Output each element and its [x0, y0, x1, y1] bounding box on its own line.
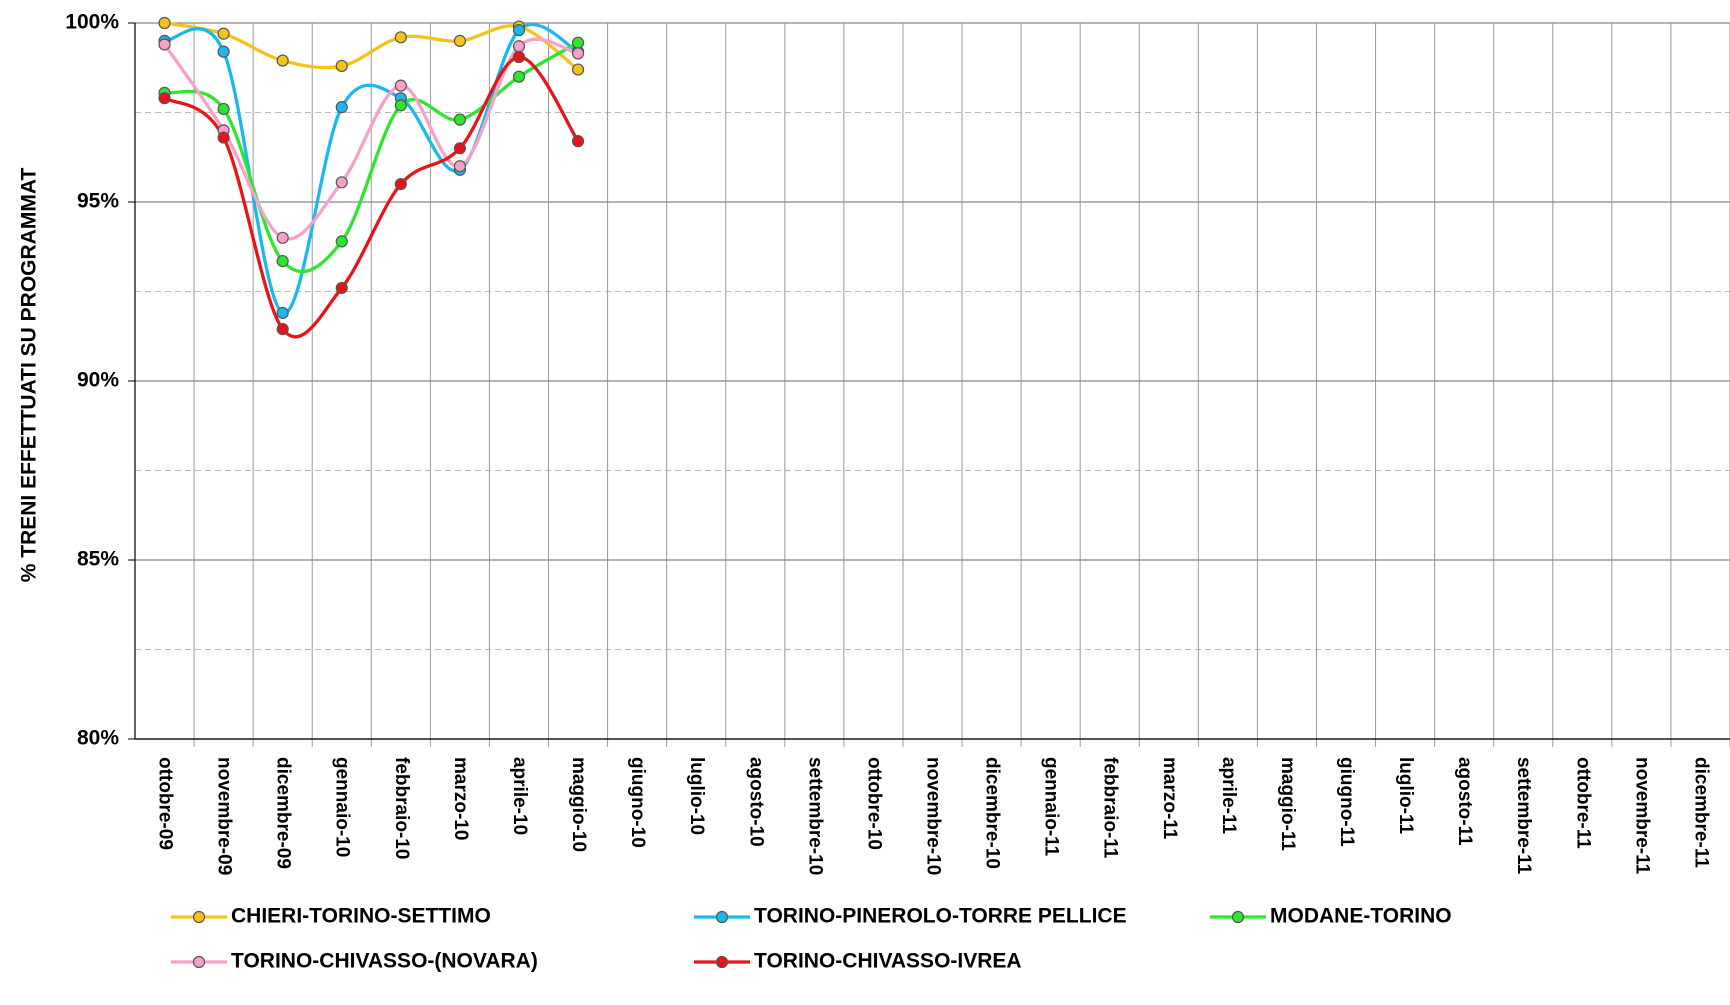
marker — [217, 131, 230, 144]
marker — [335, 281, 348, 295]
x-tick-label: agosto-11 — [1454, 757, 1475, 846]
x-tick-label: novembre-09 — [214, 757, 235, 875]
series-line — [163, 37, 579, 241]
legend-marker — [192, 910, 206, 924]
legend-label: TORINO-CHIVASSO-(NOVARA) — [231, 950, 538, 973]
x-tick-label: febbraio-11 — [1100, 757, 1121, 859]
legend-marker — [715, 910, 729, 924]
marker — [158, 16, 171, 30]
x-tick-label: dicembre-11 — [1690, 757, 1711, 868]
legend-label: TORINO-PINEROLO-TORRE PELLICE — [754, 905, 1127, 928]
marker — [276, 254, 289, 268]
x-tick-label: settembre-10 — [804, 757, 825, 875]
marker — [158, 38, 171, 51]
x-tick-label: maggio-11 — [1277, 757, 1298, 851]
x-tick-label: agosto-10 — [745, 757, 766, 847]
y-tick-label: 80% — [77, 727, 119, 750]
marker — [571, 47, 585, 60]
legend-marker — [715, 955, 729, 969]
y-tick-label: 90% — [77, 369, 119, 392]
marker — [394, 79, 407, 92]
marker — [276, 322, 289, 336]
x-tick-label: giugno-11 — [1336, 757, 1357, 847]
marker — [512, 24, 526, 37]
legend-marker — [1231, 910, 1245, 924]
marker — [217, 102, 230, 116]
x-tick-label: luglio-11 — [1395, 757, 1416, 835]
y-tick-label: 100% — [65, 11, 119, 34]
x-tick-label: luglio-10 — [686, 757, 707, 835]
x-tick-label: marzo-11 — [1159, 757, 1180, 840]
x-tick-label: novembre-11 — [1631, 757, 1652, 875]
legend-label: CHIERI-TORINO-SETTIMO — [231, 905, 491, 928]
y-tick-label: 95% — [77, 190, 119, 213]
marker — [571, 36, 585, 49]
x-tick-label: marzo-10 — [450, 757, 471, 840]
marker — [512, 50, 526, 64]
x-tick-label: aprile-11 — [1218, 757, 1239, 835]
legend-label: TORINO-CHIVASSO-IVREA — [754, 950, 1022, 973]
marker — [453, 113, 467, 126]
x-tick-label: novembre-10 — [922, 757, 943, 875]
marker — [335, 235, 348, 248]
x-tick-label: ottobre-09 — [155, 757, 176, 850]
marker — [217, 45, 230, 58]
marker — [276, 54, 289, 67]
marker — [453, 160, 467, 173]
marker — [394, 99, 407, 112]
x-tick-label: gennaio-10 — [332, 757, 353, 857]
y-tick-label: 85% — [77, 548, 119, 571]
marker — [276, 231, 289, 244]
marker — [512, 70, 526, 83]
marker — [335, 101, 348, 114]
x-tick-label: dicembre-10 — [982, 757, 1003, 869]
x-tick-label: dicembre-09 — [273, 757, 294, 869]
marker — [158, 92, 171, 105]
marker — [512, 40, 526, 53]
marker — [571, 63, 585, 76]
marker — [453, 34, 467, 48]
marker — [276, 306, 289, 320]
x-tick-label: aprile-10 — [509, 757, 530, 835]
x-tick-label: ottobre-10 — [863, 757, 884, 850]
x-tick-label: febbraio-10 — [391, 757, 412, 859]
marker — [571, 135, 585, 148]
x-tick-label: gennaio-11 — [1041, 757, 1062, 857]
x-tick-label: ottobre-11 — [1572, 757, 1593, 849]
legend-label: MODANE-TORINO — [1270, 905, 1452, 928]
marker — [394, 31, 407, 44]
marker — [394, 178, 407, 191]
series-line — [164, 41, 579, 274]
x-tick-label: settembre-11 — [1513, 757, 1534, 875]
y-axis-title: % TRENI EFFETTUATI SU PROGRAMMAT — [18, 168, 41, 583]
marker — [335, 176, 348, 189]
series-line — [163, 55, 580, 339]
marker — [453, 142, 467, 155]
marker — [335, 59, 348, 73]
x-tick-label: maggio-10 — [568, 757, 589, 852]
marker — [217, 27, 230, 40]
x-tick-label: giugno-10 — [627, 757, 648, 848]
legend-marker — [192, 955, 206, 969]
